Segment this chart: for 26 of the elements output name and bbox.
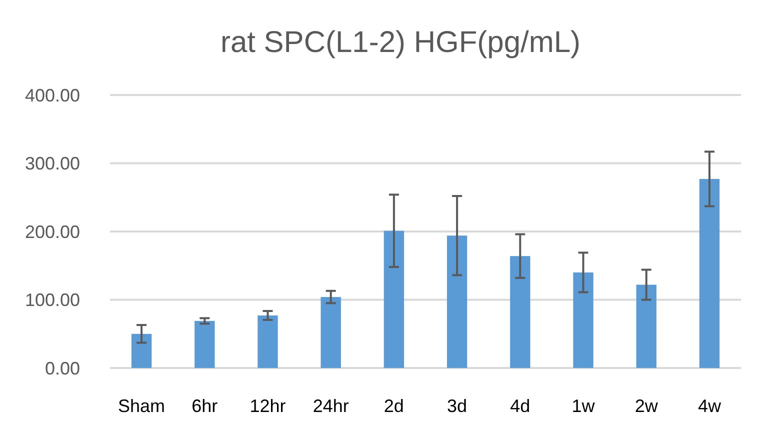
bar: [636, 284, 656, 368]
y-tick-label: 100.00: [24, 290, 80, 310]
x-tick-label: 3d: [447, 396, 468, 416]
x-tick-label: 4d: [510, 396, 530, 416]
y-tick-label: 0.00: [44, 358, 80, 378]
chart-title: rat SPC(L1-2) HGF(pg/mL): [220, 26, 581, 59]
x-tick-label: 2d: [384, 396, 404, 416]
x-tick-label: 2w: [634, 396, 659, 416]
bar: [446, 236, 468, 368]
bar: [573, 272, 594, 368]
bar: [258, 315, 278, 368]
x-tick-label: 1w: [572, 396, 596, 416]
y-tick-label: 200.00: [24, 222, 80, 242]
bar: [194, 320, 215, 368]
x-tick-label: Sham: [118, 396, 166, 416]
y-tick-label: 300.00: [24, 154, 80, 174]
bar: [510, 256, 530, 368]
x-tick-label: 12hr: [250, 396, 286, 416]
bar: [131, 334, 152, 368]
y-tick-label: 400.00: [24, 85, 80, 106]
bar: [699, 178, 720, 368]
x-tick-label: 24hr: [312, 396, 349, 416]
bar: [320, 297, 341, 368]
x-tick-label: 6hr: [192, 396, 218, 416]
x-tick-label: 4w: [698, 396, 722, 416]
bar: [384, 230, 404, 368]
